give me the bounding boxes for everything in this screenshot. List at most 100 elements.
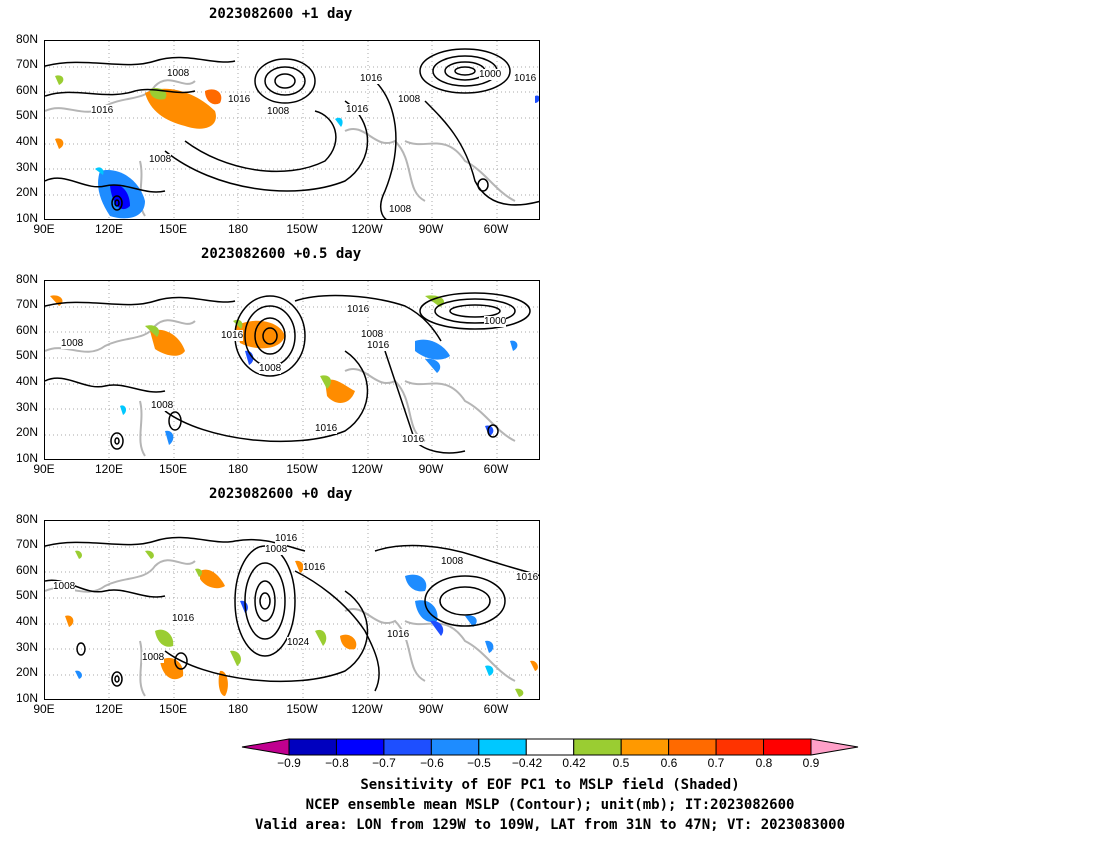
contour-label: 1008 — [265, 544, 288, 555]
contour-label: 1016 — [402, 434, 425, 445]
x-tick-label: 180 — [227, 702, 249, 716]
contour-label: 1008 — [389, 204, 412, 215]
x-tick-label: 90W — [418, 222, 444, 236]
colorbar-segment — [810, 738, 859, 756]
contour-label: 1016 — [172, 613, 195, 624]
y-tick-label: 20N — [15, 425, 38, 439]
colorbar — [241, 738, 859, 756]
sensitivity-shading — [50, 295, 518, 445]
y-tick-label: 60N — [15, 563, 38, 577]
colorbar-label: −0.42 — [511, 756, 543, 770]
contour-label: 1016 — [303, 562, 326, 573]
contour-label: 1000 — [484, 316, 507, 327]
y-tick-label: 40N — [15, 134, 38, 148]
y-tick-label: 20N — [15, 665, 38, 679]
contour-label: 1000 — [479, 69, 502, 80]
colorbar-segment — [430, 738, 480, 756]
contour-label: 1008 — [259, 363, 282, 374]
x-tick-label: 120E — [94, 702, 124, 716]
contour-label: 1016 — [275, 533, 298, 544]
y-tick-label: 10N — [15, 451, 38, 465]
colorbar-label: −0.7 — [372, 756, 396, 770]
colorbar-segment — [241, 738, 290, 756]
contour-label: 1016 — [221, 330, 244, 341]
y-tick-label: 30N — [15, 640, 38, 654]
y-tick-label: 10N — [15, 211, 38, 225]
x-tick-label: 150E — [158, 702, 188, 716]
x-tick-label: 120E — [94, 462, 124, 476]
contour-label: 1016 — [315, 423, 338, 434]
x-tick-label: 90W — [418, 702, 444, 716]
contour-label: 1016 — [360, 73, 383, 84]
x-tick-label: 150W — [286, 222, 318, 236]
panel-2-map: 1016 1008 1016 1016 1000 1008 1008 1016 … — [44, 280, 540, 460]
panel-3-title: 2023082600 +0 day — [209, 486, 353, 502]
colorbar-label: 0.42 — [562, 756, 586, 770]
y-tick-label: 80N — [15, 512, 38, 526]
contour-label: 1008 — [267, 106, 290, 117]
panel-1-map: 1008 1016 1016 1008 1016 1008 1000 1016 … — [44, 40, 540, 220]
colorbar-label: −0.8 — [325, 756, 349, 770]
y-tick-label: 30N — [15, 160, 38, 174]
y-tick-label: 60N — [15, 323, 38, 337]
y-tick-label: 10N — [15, 691, 38, 705]
contour-label: 1024 — [287, 637, 310, 648]
caption-line-1: Sensitivity of EOF PC1 to MSLP field (Sh… — [360, 777, 740, 793]
contour-label: 1008 — [53, 581, 76, 592]
y-tick-label: 30N — [15, 400, 38, 414]
colorbar-label: 0.8 — [755, 756, 773, 770]
colorbar-label: 0.6 — [660, 756, 678, 770]
contour-label: 1016 — [387, 629, 410, 640]
colorbar-segment — [763, 738, 812, 756]
colorbar-label: 0.5 — [612, 756, 630, 770]
x-tick-label: 90E — [33, 462, 55, 476]
x-tick-label: 60W — [483, 222, 509, 236]
x-tick-label: 150W — [286, 702, 318, 716]
caption-line-3: Valid area: LON from 129W to 109W, LAT f… — [254, 817, 845, 833]
y-tick-label: 50N — [15, 588, 38, 602]
y-tick-label: 20N — [15, 185, 38, 199]
colorbar-segment — [715, 738, 765, 756]
x-tick-label: 150W — [286, 462, 318, 476]
x-tick-label: 120W — [351, 222, 383, 236]
x-tick-label: 120E — [94, 222, 124, 236]
contour-label: 1016 — [367, 340, 390, 351]
colorbar-label: 0.9 — [802, 756, 820, 770]
panel-3-map: 1016 1008 1016 1008 1008 1016 1016 1024 … — [44, 520, 540, 700]
contour-label: 1016 — [514, 73, 537, 84]
contour-label: 1016 — [228, 94, 251, 105]
colorbar-label: −0.5 — [467, 756, 491, 770]
x-tick-label: 180 — [227, 462, 249, 476]
panel-2-title: 2023082600 +0.5 day — [201, 246, 362, 262]
contour-label: 1008 — [398, 94, 421, 105]
x-tick-label: 120W — [351, 462, 383, 476]
colorbar-segment — [620, 738, 670, 756]
x-tick-label: 150E — [158, 462, 188, 476]
colorbar-segment — [668, 738, 717, 756]
contour-label: 1008 — [142, 652, 165, 663]
colorbar-segment — [573, 738, 622, 756]
sensitivity-shading — [55, 75, 539, 219]
y-tick-label: 50N — [15, 348, 38, 362]
x-tick-label: 90E — [33, 222, 55, 236]
colorbar-label: −0.9 — [277, 756, 301, 770]
contour-label: 1008 — [61, 338, 84, 349]
colorbar-segment — [478, 738, 527, 756]
x-tick-label: 90E — [33, 702, 55, 716]
contour-label: 1008 — [167, 68, 190, 79]
y-tick-label: 80N — [15, 32, 38, 46]
contour-label: 1008 — [441, 556, 464, 567]
sensitivity-shading — [65, 550, 538, 697]
colorbar-segment — [525, 738, 575, 756]
contour-label: 1008 — [151, 400, 174, 411]
y-tick-label: 60N — [15, 83, 38, 97]
caption-line-2: NCEP ensemble mean MSLP (Contour); unit(… — [305, 797, 795, 813]
y-tick-label: 40N — [15, 374, 38, 388]
x-tick-label: 90W — [418, 462, 444, 476]
contour-label: 1016 — [347, 304, 370, 315]
colorbar-segment — [383, 738, 432, 756]
y-tick-label: 40N — [15, 614, 38, 628]
y-tick-label: 80N — [15, 272, 38, 286]
colorbar-label: −0.6 — [420, 756, 444, 770]
x-tick-label: 180 — [227, 222, 249, 236]
